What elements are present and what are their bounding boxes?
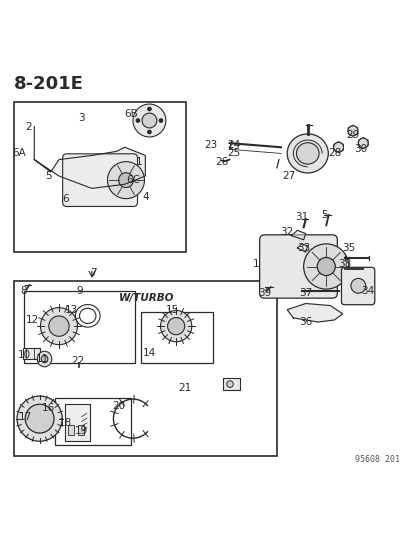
Text: 29: 29	[346, 130, 359, 140]
Text: 9: 9	[76, 286, 83, 296]
Text: 14: 14	[142, 348, 156, 358]
Circle shape	[350, 278, 365, 293]
Text: 13: 13	[64, 305, 78, 314]
Text: 37: 37	[298, 288, 311, 298]
Text: 6C: 6C	[126, 175, 140, 185]
Circle shape	[49, 316, 69, 336]
Bar	[24, 291, 135, 363]
Circle shape	[160, 311, 191, 342]
Text: 24: 24	[227, 140, 240, 150]
Circle shape	[133, 104, 166, 137]
Bar	[223, 378, 239, 390]
Text: 17: 17	[19, 411, 32, 422]
Text: 95608 201: 95608 201	[354, 455, 399, 464]
Polygon shape	[291, 230, 305, 240]
Ellipse shape	[41, 356, 48, 363]
Text: 36: 36	[298, 317, 311, 327]
Text: 15: 15	[165, 305, 178, 314]
Circle shape	[142, 113, 157, 128]
Bar	[65, 404, 90, 441]
Text: 6: 6	[62, 193, 68, 204]
Text: 35: 35	[342, 243, 355, 253]
Text: 22: 22	[71, 356, 84, 366]
Bar	[68, 425, 74, 435]
Text: 19: 19	[75, 426, 88, 436]
Circle shape	[159, 119, 162, 122]
Text: 34: 34	[360, 286, 373, 296]
Text: 28: 28	[327, 148, 340, 158]
Circle shape	[167, 318, 184, 335]
Text: W/TURBO: W/TURBO	[118, 293, 174, 303]
Circle shape	[347, 126, 357, 136]
Text: 30: 30	[354, 144, 367, 154]
Text: 11: 11	[36, 354, 49, 364]
Polygon shape	[34, 127, 145, 188]
Text: 8-201E: 8-201E	[14, 75, 83, 93]
Polygon shape	[287, 303, 342, 322]
Text: 5: 5	[45, 171, 52, 181]
FancyBboxPatch shape	[341, 268, 374, 305]
Bar	[23, 348, 40, 359]
Circle shape	[107, 161, 144, 199]
Text: 20: 20	[112, 401, 125, 411]
Text: 39: 39	[257, 288, 271, 298]
Text: 32: 32	[280, 227, 293, 237]
Text: 1: 1	[252, 260, 259, 270]
Text: 5: 5	[320, 210, 327, 220]
Bar	[14, 102, 186, 252]
Ellipse shape	[296, 143, 318, 164]
Bar	[141, 312, 213, 363]
Circle shape	[136, 119, 139, 122]
Text: 10: 10	[17, 350, 31, 360]
Text: 21: 21	[177, 383, 190, 393]
Bar	[78, 425, 84, 435]
Text: 31: 31	[294, 212, 307, 222]
Ellipse shape	[37, 351, 52, 367]
Text: 18: 18	[58, 418, 71, 428]
Circle shape	[303, 244, 348, 289]
Text: 12: 12	[26, 315, 39, 325]
Text: 16: 16	[42, 403, 55, 414]
Text: 38: 38	[337, 260, 351, 270]
Text: 6B: 6B	[124, 109, 138, 119]
Text: 7: 7	[90, 268, 97, 278]
Text: 1: 1	[135, 157, 142, 167]
Text: 6A: 6A	[12, 148, 26, 158]
Circle shape	[147, 131, 151, 134]
Bar	[14, 281, 276, 456]
Text: 2: 2	[25, 122, 31, 132]
Bar	[55, 398, 131, 446]
Circle shape	[316, 257, 335, 276]
Text: 3: 3	[78, 114, 85, 124]
Circle shape	[358, 138, 367, 148]
Circle shape	[333, 142, 343, 152]
Circle shape	[25, 404, 54, 433]
Text: 33: 33	[296, 243, 309, 253]
Text: 27: 27	[282, 171, 295, 181]
Text: 23: 23	[204, 140, 217, 150]
Circle shape	[147, 107, 151, 111]
Text: 8: 8	[21, 286, 27, 296]
Ellipse shape	[287, 134, 328, 173]
Circle shape	[17, 396, 62, 441]
Circle shape	[226, 381, 233, 387]
FancyBboxPatch shape	[62, 154, 137, 206]
Text: 26: 26	[214, 157, 228, 167]
FancyBboxPatch shape	[259, 235, 337, 298]
Text: 4: 4	[142, 191, 148, 201]
Circle shape	[40, 308, 77, 345]
Text: 25: 25	[227, 148, 240, 158]
Circle shape	[118, 173, 133, 188]
